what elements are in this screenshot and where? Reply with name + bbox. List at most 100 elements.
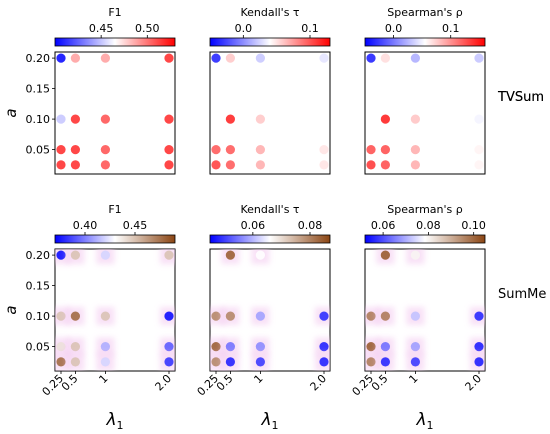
data-point [474, 311, 484, 321]
data-point [255, 250, 265, 260]
data-point [164, 53, 174, 63]
colorbar-label: F1 [108, 6, 121, 19]
colorbar-tick-label: 0.1 [442, 22, 460, 35]
data-point [380, 311, 390, 321]
y-tick-label: 0.10 [26, 113, 51, 126]
y-axis-label: a [2, 108, 20, 117]
data-point [319, 160, 329, 170]
colorbar-label: Spearman's ρ [387, 6, 462, 19]
colorbar-label: F1 [108, 203, 121, 216]
data-point [225, 311, 235, 321]
data-point [211, 53, 221, 63]
colorbar-tick-label: 0.1 [301, 22, 319, 35]
colorbar-tick-label: 0.0 [385, 22, 403, 35]
panel-tvsum-0: 0.45 0.50 F1 0.20 0.15 0.10 0.05 a TVSum [2, 6, 544, 175]
y-tick-label: 0.15 [26, 83, 51, 96]
x-tick-label: 2.0 [153, 372, 175, 394]
colorbar [364, 234, 486, 244]
data-point [56, 53, 66, 63]
data-point [225, 160, 235, 170]
data-point [366, 357, 376, 367]
data-point [319, 311, 329, 321]
data-point [70, 160, 80, 170]
data-point [380, 160, 390, 170]
data-point [100, 250, 110, 260]
data-point [410, 114, 420, 124]
data-point [255, 160, 265, 170]
data-point [100, 357, 110, 367]
colorbar [54, 234, 176, 244]
data-point [70, 357, 80, 367]
data-point [100, 160, 110, 170]
data-point [319, 342, 329, 352]
colorbar-label: Kendall's τ [240, 203, 299, 216]
y-tick-label: 0.05 [26, 144, 51, 157]
data-point [211, 160, 221, 170]
x-tick-label: 0.5 [214, 372, 236, 394]
data-point [380, 114, 390, 124]
x-tick-label: 1 [406, 372, 420, 386]
data-point [225, 114, 235, 124]
data-point [211, 311, 221, 321]
data-point [70, 53, 80, 63]
y-tick-label: 0.20 [26, 249, 51, 262]
y-axis-label: a [2, 305, 20, 314]
data-point [164, 311, 174, 321]
data-point [319, 53, 329, 63]
data-point [100, 342, 110, 352]
plot-area [54, 51, 176, 175]
data-point [70, 250, 80, 260]
data-point [70, 114, 80, 124]
data-point [100, 114, 110, 124]
data-point [255, 145, 265, 155]
data-point [211, 342, 221, 352]
data-point [164, 357, 174, 367]
data-point [225, 357, 235, 367]
data-point [474, 342, 484, 352]
data-point [474, 53, 484, 63]
x-tick-label: 0.5 [369, 372, 391, 394]
data-point [410, 160, 420, 170]
data-point [164, 160, 174, 170]
points-layer [366, 53, 484, 170]
colorbar-tick-label: 0.06 [241, 219, 266, 232]
data-point [255, 53, 265, 63]
data-point [380, 357, 390, 367]
colorbar-tick-label: 0.45 [89, 22, 114, 35]
data-point [474, 114, 484, 124]
colorbar [364, 37, 486, 47]
x-tick-label: 1 [251, 372, 265, 386]
data-point [56, 311, 66, 321]
x-axis-label: λ1 [415, 410, 433, 432]
data-point [380, 145, 390, 155]
data-point [255, 357, 265, 367]
data-point [56, 250, 66, 260]
data-point [366, 53, 376, 63]
colorbar-label: Spearman's ρ [387, 203, 462, 216]
plot-area [364, 51, 486, 175]
data-point [410, 342, 420, 352]
data-point [410, 357, 420, 367]
data-point [225, 145, 235, 155]
colorbar-tick-label: 0.40 [73, 219, 98, 232]
data-point [380, 250, 390, 260]
y-tick-label: 0.10 [26, 310, 51, 323]
data-point [366, 311, 376, 321]
data-point [70, 145, 80, 155]
x-tick-label: 2.0 [308, 372, 330, 394]
data-point [255, 311, 265, 321]
plot-area [209, 51, 331, 175]
x-tick-label: 2.0 [463, 372, 485, 394]
colorbar [209, 234, 331, 244]
data-point [70, 311, 80, 321]
colorbar-label: Kendall's τ [240, 6, 299, 19]
data-point [319, 145, 329, 155]
data-point [474, 357, 484, 367]
data-point [56, 357, 66, 367]
colorbar-tick-label: 0.45 [123, 219, 148, 232]
